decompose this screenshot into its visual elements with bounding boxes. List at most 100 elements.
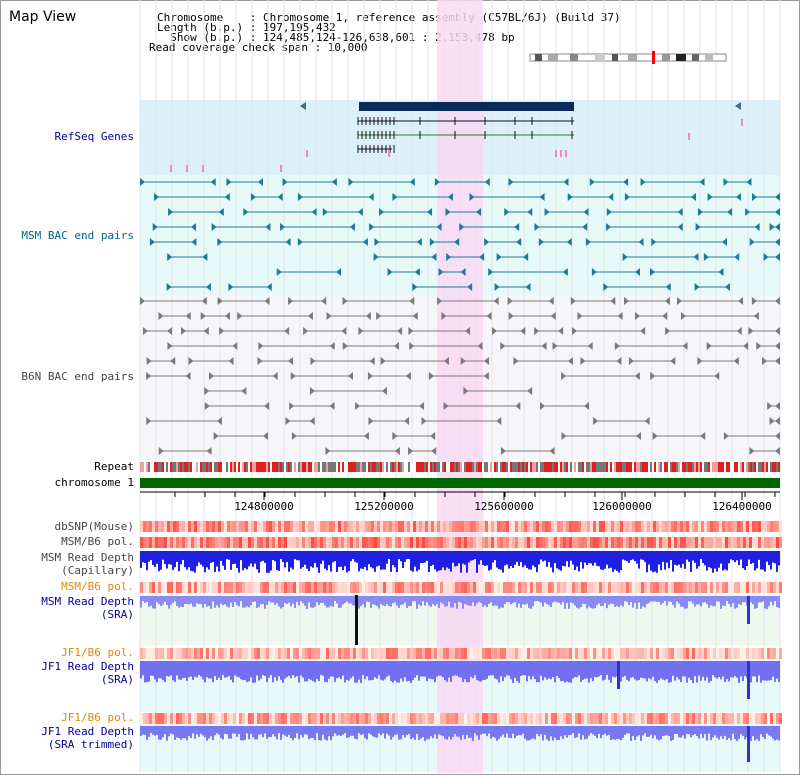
jf1-depth-sra-bar	[626, 661, 628, 680]
dbsnp-cell	[695, 521, 698, 532]
jf1-pol-cell	[317, 648, 320, 659]
msm-pol-sra-cell	[290, 582, 293, 593]
jf1-depth-trimmed-bar	[252, 726, 254, 738]
dbsnp-cell	[578, 521, 581, 532]
jf1-depth-sra-bar	[396, 661, 398, 683]
repeat-segment	[476, 462, 478, 472]
repeat-segment	[480, 462, 482, 472]
msm-depth-sra-bar	[634, 596, 636, 603]
msm-depth-sra-bar	[420, 596, 422, 607]
jf1-depth-trimmed-bar	[552, 726, 554, 741]
jf1-depth-trimmed-bar	[246, 726, 248, 734]
repeat-segment	[560, 462, 562, 472]
repeat-segment	[410, 462, 412, 472]
msm-depth-capillary-bar	[472, 551, 474, 561]
msm-pol-cell	[506, 537, 509, 548]
dbsnp-cell	[215, 521, 218, 532]
jf1-depth-trimmed-bar	[706, 726, 708, 741]
jf1-pol-trimmed-cell	[179, 713, 182, 724]
b6n-bac-track-label[interactable]: B6N BAC end pairs	[21, 370, 134, 383]
dbsnp-cell	[518, 521, 521, 532]
msm-depth-capillary-bar	[252, 551, 254, 567]
jf1-depth-trimmed-bar	[182, 726, 184, 739]
jf1-pol-cell	[779, 648, 782, 659]
msm-depth-sra-bar	[548, 596, 550, 606]
msm-depth-capillary-bar	[282, 551, 284, 563]
jf1-depth-sra-bar	[322, 661, 324, 676]
jf1-depth-trimmed-bar	[680, 726, 682, 738]
repeat-segment	[386, 462, 388, 472]
jf1-pol-trimmed-cell	[662, 713, 665, 724]
msm-depth-capillary-bar	[690, 551, 692, 572]
dbsnp-cell	[680, 521, 683, 532]
msm-depth-sra-bar	[642, 596, 644, 607]
jf1-depth-trimmed-bar	[734, 726, 736, 740]
jf1-pol-trimmed-cell	[533, 713, 536, 724]
jf1-pol-cell	[272, 648, 275, 659]
msm-depth-sra-bar	[518, 596, 520, 604]
dbsnp-cell	[539, 521, 542, 532]
repeat-segment	[300, 462, 302, 472]
msm-depth-sra-bar	[456, 596, 458, 609]
dbsnp-cell	[254, 521, 257, 532]
msm-pol-sra-cell	[572, 582, 575, 593]
jf1-pol-trimmed-cell	[293, 713, 296, 724]
jf1-depth-sra-bar	[182, 661, 184, 679]
b6n-bac-end-marker	[437, 297, 443, 305]
jf1-pol-track-label: JF1/B6 pol.	[61, 646, 134, 659]
msm-depth-sra-bar	[146, 596, 148, 602]
repeat-segment	[286, 462, 288, 472]
msm-pol-cell	[650, 537, 653, 548]
msm-depth-sra-bar	[396, 596, 398, 606]
msm-depth-capillary-bar	[484, 551, 486, 567]
msm-depth-capillary-bar	[710, 551, 712, 569]
msm-depth-sra-bar	[578, 596, 580, 609]
msm-depth-sra-bar	[452, 596, 454, 608]
jf1-depth-trimmed-bar	[714, 726, 716, 736]
jf1-depth-trimmed-bar	[318, 726, 320, 741]
repeat-segment	[218, 462, 220, 472]
jf1-pol-trimmed-cell	[608, 713, 611, 724]
b6n-bac-end-marker	[541, 342, 547, 350]
jf1-pol-cell	[311, 648, 314, 659]
jf1-depth-trimmed-bar	[664, 726, 666, 736]
msm-pol-sra-cell	[371, 582, 374, 593]
dbsnp-cell	[617, 521, 620, 532]
jf1-depth-trimmed-bar	[738, 726, 740, 740]
msm-depth-capillary-bar	[298, 551, 300, 561]
jf1-depth-trimmed-bar	[444, 726, 446, 739]
jf1-pol-cell	[230, 648, 233, 659]
jf1-pol-cell	[698, 648, 701, 659]
msm-pol-sra-cell	[530, 582, 533, 593]
jf1-pol-trimmed-cell	[536, 713, 539, 724]
msm-depth-sra-bar	[554, 596, 556, 602]
msm-bac-track-label[interactable]: MSM BAC end pairs	[21, 229, 134, 242]
msm-pol-cell	[290, 537, 293, 548]
msm-depth-capillary-bar	[228, 551, 230, 560]
msm-pol-sra-cell	[449, 582, 452, 593]
msm-depth-sra-bar	[552, 596, 554, 603]
repeat-segment	[712, 462, 714, 472]
b6n-bac-end-marker	[289, 402, 295, 410]
dbsnp-cell	[278, 521, 281, 532]
jf1-depth-sra-bar	[428, 661, 430, 679]
msm-pol-cell	[542, 537, 545, 548]
jf1-depth-trimmed-bar	[278, 726, 280, 734]
msm-depth-sra-bar	[206, 596, 208, 607]
msm-depth-sra-bar	[590, 596, 592, 608]
jf1-depth-sra-bar	[670, 661, 672, 683]
msm-pol-sra-cell	[341, 582, 344, 593]
jf1-pol-trimmed-cell	[158, 713, 161, 724]
msm-depth-capillary-bar	[206, 551, 208, 568]
refseq-track-label[interactable]: RefSeq Genes	[54, 130, 134, 143]
jf1-pol-trimmed-cell	[560, 713, 563, 724]
msm-depth-sra-bar	[632, 596, 634, 608]
jf1-pol-cell	[671, 648, 674, 659]
msm-depth-capillary-bar	[702, 551, 704, 564]
dbsnp-cell	[458, 521, 461, 532]
jf1-depth-trimmed-bar	[372, 726, 374, 737]
msm-depth-sra-bar	[260, 596, 262, 605]
jf1-depth-trimmed-bar	[378, 726, 380, 734]
repeat-segment	[578, 462, 580, 472]
